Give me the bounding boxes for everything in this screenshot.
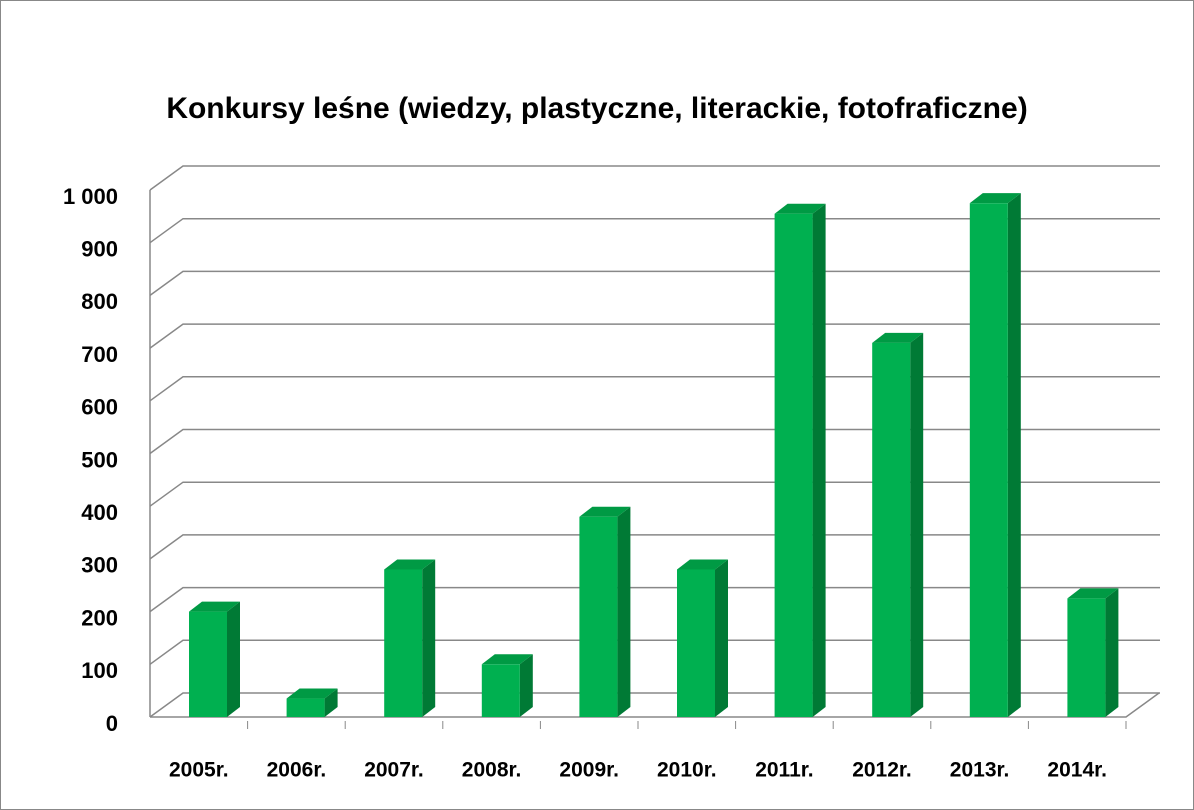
x-tick-label: 2013r. [950,759,1010,782]
y-tick-label: 800 [81,289,118,314]
bar [189,611,227,717]
grid-line [149,534,1160,560]
y-tick-label: 700 [81,342,118,367]
y-tick-label: 300 [81,553,118,578]
bar-side [910,332,924,717]
bar-side [1007,193,1021,718]
grid-line [149,376,1160,402]
y-tick-label: 600 [81,395,118,420]
bar-side [422,559,436,717]
grid-line [149,692,1160,718]
bar-top [969,193,1021,204]
bar [969,203,1008,718]
y-tick-label: 900 [81,237,118,262]
bar-top [384,559,436,570]
x-tick-label: 2005r. [169,759,229,782]
x-tick-label: 2012r. [852,759,912,782]
bar-side [227,601,240,717]
bar [872,342,911,717]
bar [1067,598,1106,717]
bar-top [774,203,826,214]
bar [774,213,813,717]
x-tick-label: 2006r. [267,759,327,782]
chart-title: Konkursy leśne (wiedzy, plastyczne, lite… [166,92,1027,125]
bar-side [519,654,533,717]
floor [150,692,1160,718]
grid-line [149,217,1160,244]
bar [579,516,618,717]
bar-side [617,506,631,717]
x-tick-label: 2011r. [755,759,813,782]
bar [677,569,715,717]
bar-top [579,506,631,517]
grid-line [149,323,1160,349]
bar [384,569,423,717]
x-tick-label: 2007r. [364,759,424,782]
y-tick-label: 200 [81,605,118,630]
x-tick-label: 2014r. [1047,759,1107,782]
grid-line [149,270,1160,297]
grid-line [149,428,1160,455]
bar-top [677,559,728,570]
bar-side [715,559,728,717]
bar-side [1105,588,1119,717]
grid-line [149,586,1160,613]
y-tick-label: 1 000 [63,184,118,209]
y-tick-label: 500 [81,447,118,472]
y-tick-label: 0 [106,711,118,736]
x-tick-label: 2009r. [559,759,619,782]
bar-side [324,688,338,717]
bar [481,664,520,717]
y-tick-label: 100 [81,658,118,683]
bar-top [189,601,240,612]
x-tick-label: 2010r. [657,759,717,782]
y-tick-label: 400 [81,500,118,525]
grid-line [149,165,1160,191]
grid-line [149,481,1160,507]
bar-top [1067,588,1119,599]
bar [286,698,325,717]
bar-top [872,332,924,343]
grid-line [149,639,1160,665]
bar-top [286,688,338,699]
x-tick-label: 2008r. [462,759,522,782]
bar-top [481,654,533,665]
bar-side [812,203,826,718]
